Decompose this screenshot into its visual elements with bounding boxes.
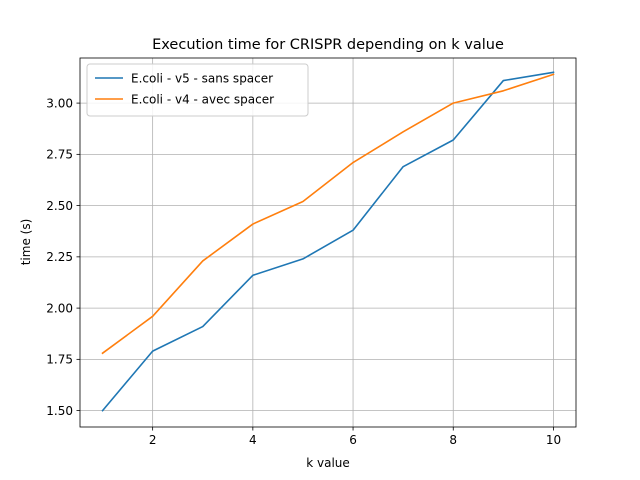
legend: E.coli - v5 - sans spacer E.coli - v4 - a… [86, 63, 309, 117]
x-tick-label: 4 [249, 433, 257, 447]
y-tick-label: 1.50 [46, 404, 73, 418]
x-tick-label: 10 [546, 433, 561, 447]
x-tick-label: 8 [449, 433, 457, 447]
y-axis-label: time (s) [19, 219, 33, 266]
axis-ticks: 2 4 6 8 10 1.50 1.75 2.00 2.25 2.50 2.75 3.00 [46, 96, 561, 447]
chart-title: Execution time for CRISPR depending on k… [152, 37, 504, 53]
y-tick-label: 2.00 [46, 301, 73, 315]
plot-frame [79, 57, 577, 428]
series-line-1 [101, 71, 555, 412]
x-tick-label: 6 [349, 433, 357, 447]
y-tick-label: 2.75 [46, 148, 73, 162]
y-tick-label: 1.75 [46, 353, 73, 367]
y-tick-label: 2.50 [46, 199, 73, 213]
legend-label: E.coli - v5 - sans spacer [131, 72, 273, 86]
y-tick-label: 3.00 [46, 96, 73, 110]
legend-label: E.coli - v4 - avec spacer [131, 93, 274, 107]
series-line-2 [101, 73, 555, 355]
y-tick-label: 2.25 [46, 250, 73, 264]
x-tick-label: 2 [149, 433, 157, 447]
series-lines [101, 71, 555, 412]
legend-box [86, 63, 309, 117]
gridlines [80, 58, 576, 427]
x-axis-label: k value [306, 456, 350, 470]
